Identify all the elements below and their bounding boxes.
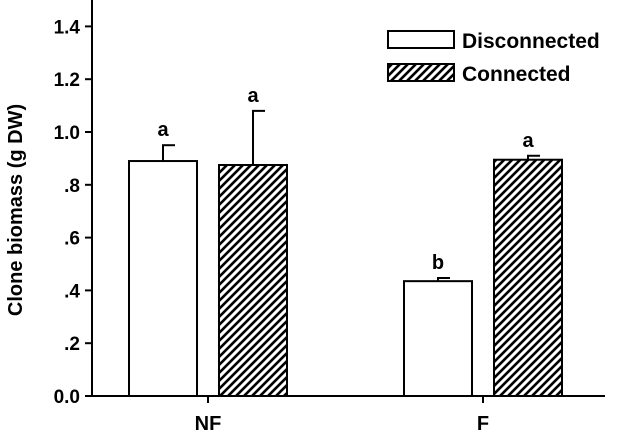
x-axis: NF F [92,395,605,435]
y-tick-label: .8 [64,176,80,197]
x-tick-label: F [477,413,489,435]
error-bars [162,109,540,282]
significance-letters: a b a a [157,85,534,274]
bar [403,280,473,397]
legend-label-disconnected: Disconnected [462,30,600,53]
legend-swatch-disconnected [387,30,455,49]
legend-label-connected: Connected [462,63,571,86]
y-tick-label: 1.2 [54,70,80,91]
bar [218,164,288,397]
significance-letter: b [432,252,444,274]
y-tick-label: .6 [64,229,80,250]
x-tick-label: NF [195,413,222,435]
y-axis: 0.0 .2 .4 .6 .8 1.0 1.2 1.4 [54,0,93,408]
bar [128,160,198,397]
y-tick-label: 1.0 [54,123,80,144]
legend: Disconnected Connected [387,30,600,86]
significance-letter: a [522,130,534,152]
legend-swatch-connected [387,63,455,82]
y-tick-label: .2 [64,334,80,355]
y-axis-label: Clone biomass (g DW) [5,104,27,316]
y-tick-label: .4 [64,281,80,302]
bars [128,158,563,397]
y-tick-label: 0.0 [54,387,80,408]
significance-letter: a [157,119,169,141]
bar [493,158,563,397]
y-tick-label: 1.4 [54,17,81,38]
significance-letter: a [247,85,259,107]
